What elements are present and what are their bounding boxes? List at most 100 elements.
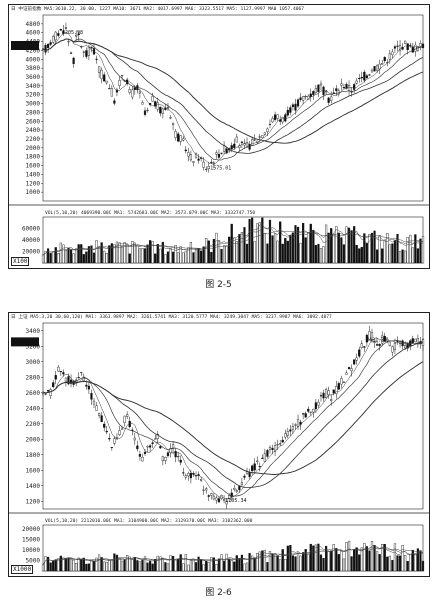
volume-bar [286,545,289,572]
candle-body [103,74,106,82]
candle-body [373,341,376,343]
volume-bar [324,545,328,572]
candle-body [133,437,136,441]
volume-bar [105,253,108,264]
candle-body [289,429,292,432]
candle-body [166,107,170,109]
volume-bar [64,250,68,264]
candle-body [235,136,238,143]
moving-average-line [42,38,424,154]
volume-header: VOL(5,10,20) 4069390.00C MA1: 5742683.00… [45,210,255,216]
volume-bar [245,243,249,264]
volume-bar [378,554,381,572]
volume-bar [421,236,425,264]
volume-bar [363,233,366,264]
volume-bar [307,554,310,572]
candle-body [251,139,254,146]
candle-body [100,415,103,422]
volume-bar [143,556,147,572]
volume-bar [411,549,414,572]
volume-bar [345,542,348,572]
volume-bar [225,245,228,264]
volume-unit-badge-1: X100 [11,257,30,266]
candle-body [220,152,223,154]
volume-bar [307,232,310,264]
candle-body [279,443,282,445]
candle-body [187,473,190,477]
volume-bar [263,549,266,572]
candle-body [217,153,221,158]
volume-bar [368,234,371,264]
candle-body [375,65,379,71]
price-tick-label: 1600 [26,163,41,170]
volume-bar [378,235,381,264]
candle-body [271,118,274,123]
volume-bar [284,237,287,264]
candle-body [268,123,272,125]
price-tick-label: 4200 [26,47,41,54]
volume-bar [187,564,190,572]
candle-body [411,46,414,53]
volume-bar [75,248,78,264]
volume-bar [391,560,394,572]
candle-body [309,411,312,413]
volume-bar [416,548,419,572]
price-tick-label: 3200 [26,343,41,350]
candle-body [314,87,317,93]
candle-body [263,132,266,135]
volume-bar [393,543,397,572]
candle-body [110,446,113,448]
volume-bar [110,243,113,264]
candle-body [64,27,68,29]
volume-bar [52,251,55,264]
candle-body [47,390,50,392]
volume-bar [383,544,386,572]
candle-body [230,492,233,497]
candle-body [44,393,47,395]
candle-body [161,456,164,462]
volume-bar [398,555,402,572]
candle-body [294,424,297,426]
volume-bar [87,246,91,264]
candle-body [92,400,96,405]
volume-bar [200,559,203,572]
candle-body [271,447,274,451]
volume-bar [92,252,96,264]
volume-bar [319,248,323,264]
volume-bar [419,238,422,264]
candle-body [386,338,389,341]
volume-bar [72,559,75,572]
candle-body [143,110,147,115]
volume-bar [57,253,60,264]
moving-average-line [42,338,424,500]
candle-body [210,493,213,496]
candle-body [258,466,261,468]
volume-bar [179,554,182,572]
candle-body [324,389,328,398]
candle-body [118,80,121,86]
price-tick-label: 3200 [26,92,41,99]
price-tick-label: 3800 [26,65,41,72]
candle-body [90,393,93,400]
volume-bar [409,234,412,264]
volume-bar [138,248,142,264]
volume-bar [299,242,302,264]
candle-body [110,88,113,97]
candle-body [268,447,272,450]
volume-bar [151,241,154,264]
volume-bar [416,248,419,264]
volume-bar [98,554,101,572]
candle-body [159,446,162,449]
candle-body [332,92,335,94]
volume-bar [159,556,162,572]
volume-bar [123,242,126,264]
volume-bar [82,557,85,572]
volume-bar [166,251,170,264]
candle-body [187,152,190,157]
candle-body [159,106,162,114]
price-tick-label: 1200 [26,180,41,187]
candle-body [64,377,68,382]
candle-body [363,71,366,81]
volume-bar [133,242,136,264]
candle-body [419,43,422,48]
